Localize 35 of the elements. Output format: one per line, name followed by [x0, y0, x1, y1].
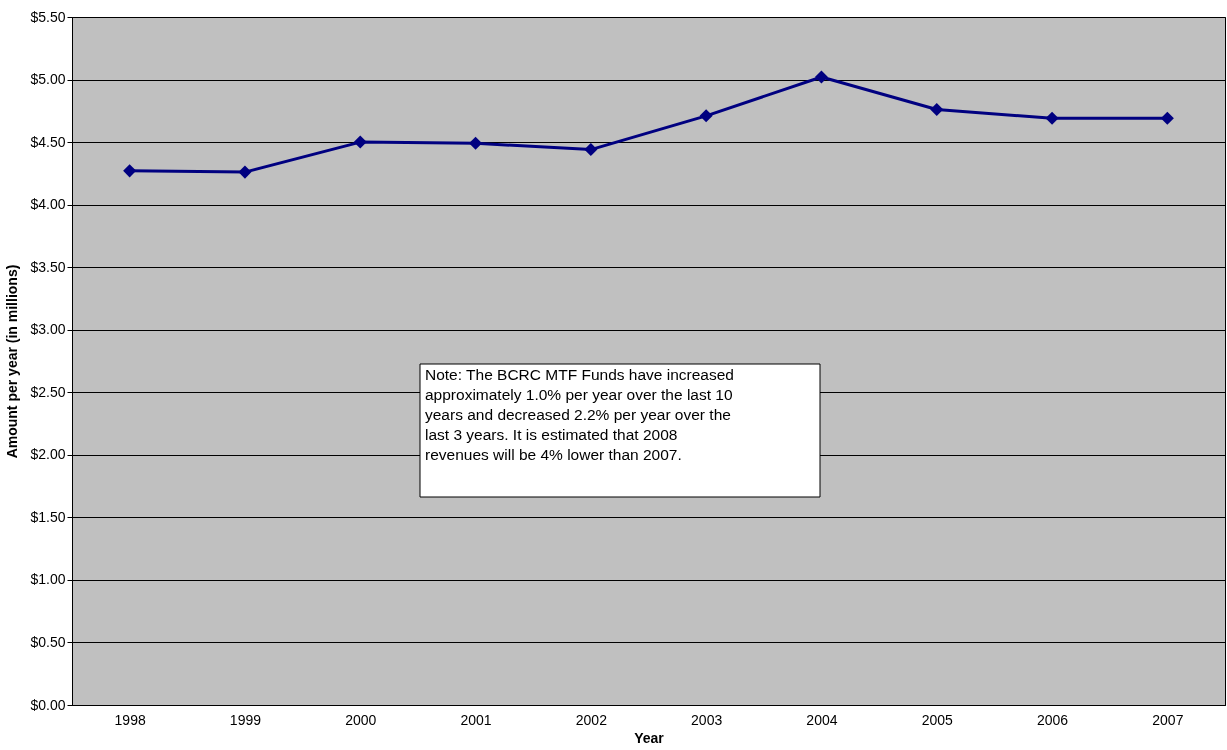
x-tick-label: 2003	[691, 711, 723, 728]
x-tick-label: 1999	[229, 711, 262, 728]
y-tick-label: $2.00	[30, 446, 66, 463]
x-tick-label: 1998	[114, 711, 146, 728]
y-tick-label: $0.50	[30, 633, 66, 650]
point	[930, 103, 944, 117]
y-tick-label: $2.50	[30, 383, 66, 400]
y-tick-label: $3.50	[30, 258, 66, 275]
annotation: Note: The BCRC MTF Funds have increased approximately 1.0% per year over the last 10 years and decreased 2.2% per year over the last 3 years. It is estimated that 2008 revenues will be 4% lower than 2007.	[425, 366, 734, 463]
y-tick-label: $4.50	[30, 133, 66, 150]
point	[1045, 111, 1059, 125]
point	[699, 109, 713, 123]
y-tick-label: $0.00	[30, 696, 66, 713]
x-tick-label: 2006	[1036, 711, 1069, 728]
y-tick-label: $4.00	[30, 196, 66, 213]
y-tick-label: $3.00	[30, 321, 66, 338]
x-tick-label: 2001	[460, 711, 492, 728]
y-tick-label: $5.00	[30, 71, 66, 88]
x-tick-label: 2005	[921, 711, 954, 728]
x-tick-label: 2000	[345, 711, 377, 728]
x-tick-label: 2004	[806, 711, 838, 728]
y-tick-label: $5.50	[30, 8, 66, 25]
y-tick-label: $1.00	[30, 571, 66, 588]
point	[353, 135, 367, 149]
point	[1160, 111, 1174, 125]
x-axis-title: Year	[634, 729, 665, 746]
y-axis-title: Amount per year (in millions)	[4, 264, 21, 459]
x-tick-label: 2002	[575, 711, 608, 728]
point	[814, 70, 828, 84]
y-tick-label: $1.50	[30, 508, 66, 525]
point	[469, 136, 483, 150]
point	[584, 143, 598, 157]
point	[238, 165, 252, 179]
x-tick-label: 2007	[1152, 711, 1184, 728]
point	[123, 164, 137, 178]
